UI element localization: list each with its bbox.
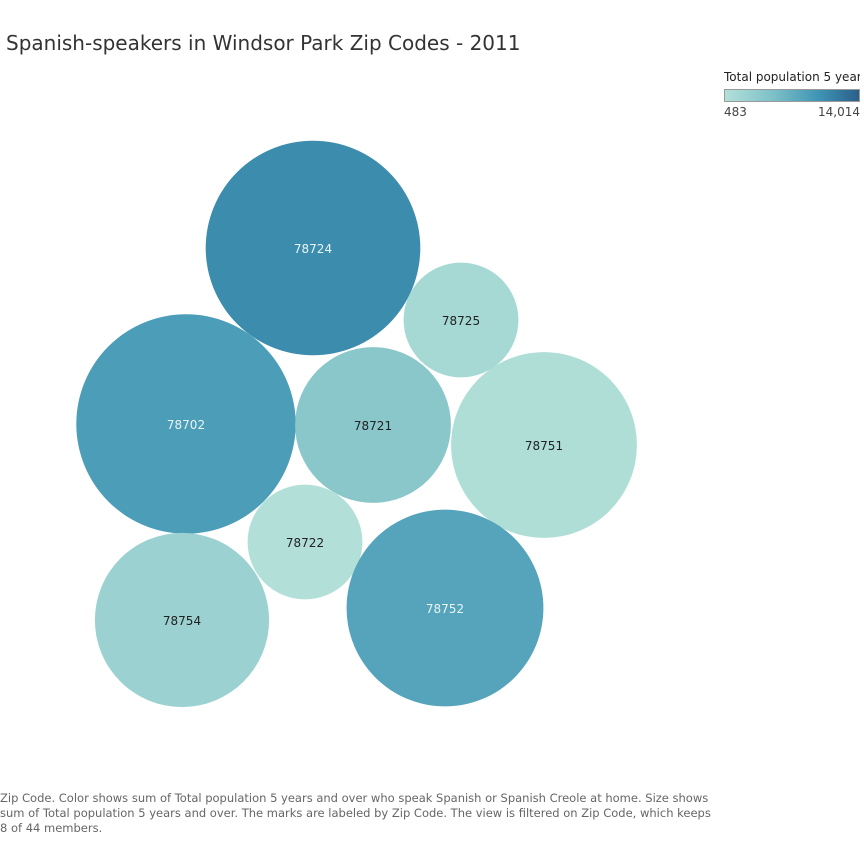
bubble-78724[interactable]: 78724 (205, 140, 421, 356)
bubble-78721[interactable]: 78721 (295, 347, 451, 503)
bubble-78702[interactable]: 78702 (76, 314, 296, 534)
bubble-circle-78722[interactable] (247, 484, 363, 600)
bubble-label-78722: 78722 (286, 536, 324, 550)
color-legend: Total population 5 year.. 483 14,014 (724, 70, 860, 119)
bubble-circle-78721[interactable] (295, 347, 451, 503)
bubble-circle-78702[interactable] (76, 314, 296, 534)
bubble-78754[interactable]: 78754 (94, 532, 270, 708)
bubble-label-78754: 78754 (163, 614, 201, 628)
bubble-78752[interactable]: 78752 (346, 509, 544, 707)
bubble-circle-78751[interactable] (451, 352, 637, 538)
bubble-circle-78724[interactable] (205, 140, 421, 356)
legend-max-label: 14,014 (818, 105, 860, 119)
bubble-78725[interactable]: 78725 (403, 262, 519, 378)
bubble-label-78724: 78724 (294, 242, 332, 256)
bubble-label-78752: 78752 (426, 602, 464, 616)
legend-min-label: 483 (724, 105, 747, 119)
bubble-78722[interactable]: 78722 (247, 484, 363, 600)
bubble-label-78725: 78725 (442, 314, 480, 328)
bubble-78751[interactable]: 78751 (451, 352, 637, 538)
bubble-circle-78725[interactable] (403, 262, 519, 378)
bubble-label-78751: 78751 (525, 439, 563, 453)
bubble-label-78721: 78721 (354, 419, 392, 433)
chart-caption: Zip Code. Color shows sum of Total popul… (0, 791, 711, 835)
legend-color-bar (724, 89, 860, 102)
bubble-circle-78752[interactable] (346, 509, 544, 707)
chart-title: Spanish-speakers in Windsor Park Zip Cod… (6, 31, 521, 55)
legend-title: Total population 5 year.. (724, 70, 860, 84)
bubble-label-78702: 78702 (167, 418, 205, 432)
bubble-circle-78754[interactable] (94, 532, 270, 708)
